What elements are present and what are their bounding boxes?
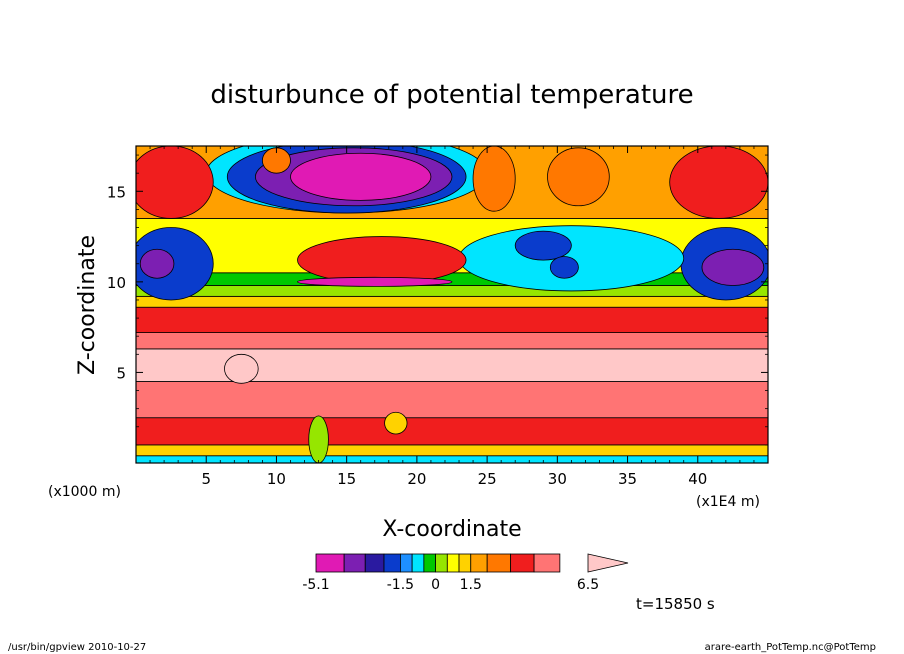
- time-label: t=15850 s: [636, 595, 715, 613]
- contour-region: [547, 147, 610, 207]
- colorbar-swatch: [446, 553, 460, 573]
- contour-region: [139, 248, 175, 279]
- chart-title: disturbunce of potential temperature: [210, 80, 693, 110]
- contour-region: [224, 353, 259, 384]
- y-tick-label: 15: [107, 183, 126, 201]
- contour-region: [297, 236, 467, 285]
- contour-band: [136, 381, 768, 419]
- contour-region: [308, 415, 329, 463]
- colorbar: -5.1 -1.5 0 1.5 6.5: [302, 553, 629, 593]
- y-unit-label: (x1000 m): [48, 484, 121, 500]
- colorbar-swatch: [470, 553, 488, 573]
- plot-frame: [135, 145, 769, 464]
- colorbar-swatch: [486, 553, 512, 573]
- contour-region: [136, 227, 214, 301]
- x-unit-label: (x1E4 m): [696, 494, 760, 510]
- contour-band: [136, 295, 768, 308]
- y-axis: 5 10 15: [107, 154, 768, 446]
- x-tick-label: 15: [337, 470, 356, 488]
- contour-region: [701, 248, 765, 286]
- contour-region: [669, 146, 768, 219]
- x-tick-label: 5: [201, 470, 211, 488]
- colorbar-swatch: [411, 553, 425, 573]
- colorbar-swatch: [315, 553, 345, 573]
- colorbar-label: -5.1: [302, 577, 329, 593]
- colorbar-label: 0: [431, 577, 440, 593]
- contour-region: [136, 146, 214, 219]
- contour-band: [136, 455, 768, 463]
- contour-region: [290, 152, 432, 201]
- x-tick-label: 30: [548, 470, 567, 488]
- contour-band: [136, 444, 768, 457]
- colorbar-swatch: [510, 553, 535, 573]
- contour-band: [136, 272, 768, 286]
- x-tick-label: 25: [478, 470, 497, 488]
- contour-band: [136, 285, 768, 297]
- x-axis: 5 10 15 20 25 30 35 40: [149, 146, 755, 488]
- contour-region: [297, 276, 453, 287]
- x-axis-label: X-coordinate: [382, 517, 521, 542]
- contour-region: [514, 230, 572, 261]
- colorbar-label: 6.5: [577, 577, 599, 593]
- colorbar-swatch: [533, 553, 561, 573]
- contour-region: [549, 256, 579, 279]
- colorbar-swatch: [400, 553, 413, 573]
- colorbar-swatch: [364, 553, 385, 573]
- y-axis-label: Z-coordinate: [75, 235, 100, 375]
- colorbar-swatch: [423, 553, 436, 573]
- contour-field: [136, 146, 768, 463]
- contour-band: [136, 306, 768, 333]
- contour-region: [384, 411, 408, 435]
- contour-band: [136, 332, 768, 350]
- colorbar-swatch: [458, 553, 472, 573]
- colorbar-swatch: [435, 553, 448, 573]
- colorbar-extend-arrow: [587, 553, 629, 573]
- colorbar-swatch: [343, 553, 366, 573]
- colorbar-label: -1.5: [387, 577, 414, 593]
- colorbar-swatch: [383, 553, 401, 573]
- x-tick-label: 10: [267, 470, 286, 488]
- contour-region: [472, 146, 516, 212]
- contour-band: [136, 417, 768, 446]
- colorbar-label: 1.5: [460, 577, 482, 593]
- x-tick-label: 35: [618, 470, 637, 488]
- x-tick-label: 20: [407, 470, 426, 488]
- y-tick-label: 10: [107, 274, 126, 292]
- y-tick-label: 5: [116, 364, 126, 382]
- x-tick-label: 40: [688, 470, 707, 488]
- footer-right: arare-earth_PotTemp.nc@PotTemp: [705, 642, 876, 653]
- footer-left: /usr/bin/gpview 2010-10-27: [8, 642, 146, 653]
